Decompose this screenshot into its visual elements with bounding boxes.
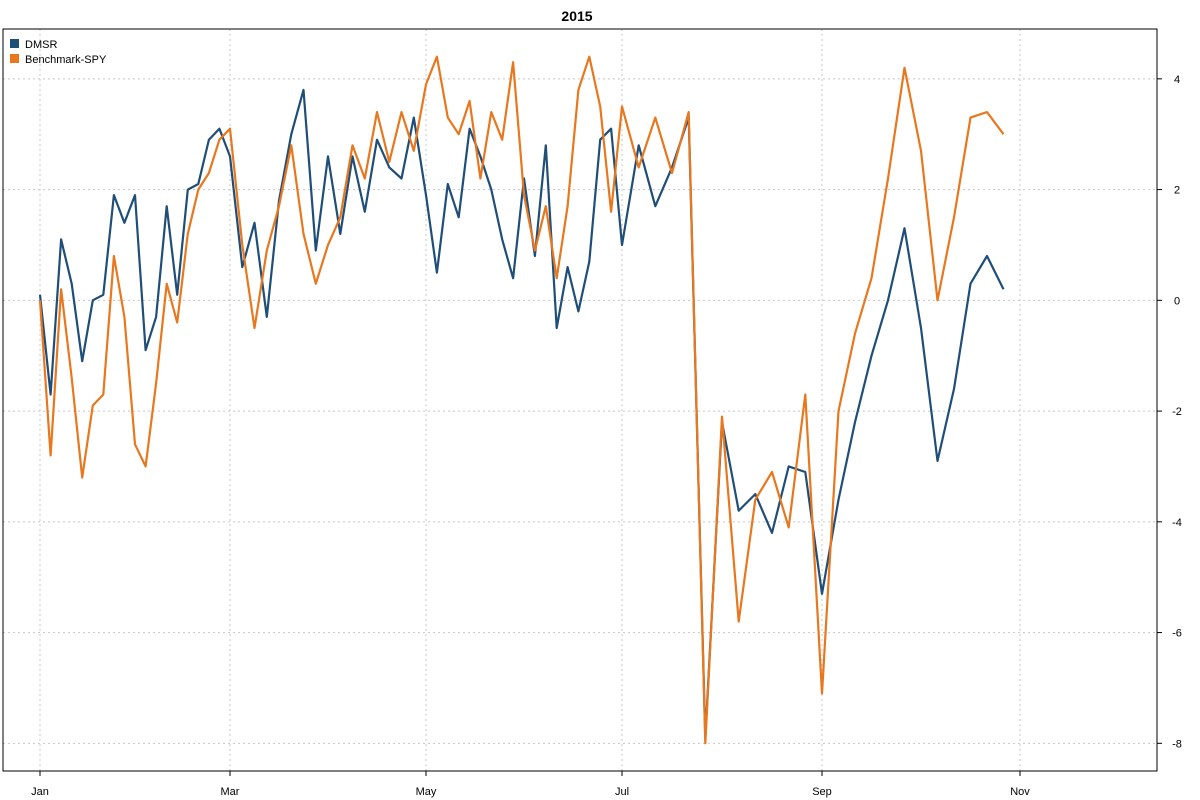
plot-frame <box>2 28 1158 772</box>
y-tick-label: 0 <box>1174 295 1180 307</box>
x-tick-label: May <box>416 786 437 798</box>
legend-label-benchmark-spy: Benchmark-SPY <box>25 54 107 66</box>
y-tick-label: -6 <box>1172 628 1182 640</box>
series-layer <box>38 55 1005 745</box>
y-tick-label: -4 <box>1172 517 1182 529</box>
x-tick-label: Jan <box>31 786 49 798</box>
y-tick-label: 4 <box>1174 74 1180 86</box>
y-axis: 4 2 0 -2 -4 -6 -8 <box>1157 74 1182 750</box>
legend-swatch-dmsr <box>10 39 19 48</box>
x-axis: Jan Mar May Jul Sep Nov <box>31 771 1030 798</box>
series-line-dmsr <box>38 88 1005 739</box>
x-tick-label: Jul <box>615 786 629 798</box>
legend: DMSR Benchmark-SPY <box>10 39 107 66</box>
legend-label-dmsr: DMSR <box>25 39 57 51</box>
x-tick-label: Nov <box>1010 786 1030 798</box>
x-tick-label: Sep <box>812 786 832 798</box>
series-line-benchmark-spy <box>38 55 1005 745</box>
y-tick-label: -2 <box>1172 406 1182 418</box>
x-tick-label: Mar <box>221 786 240 798</box>
grid <box>3 29 1157 771</box>
y-tick-label: -8 <box>1172 738 1182 750</box>
y-tick-label: 2 <box>1174 185 1180 197</box>
legend-swatch-benchmark-spy <box>10 54 19 63</box>
chart-title: 2015 <box>561 8 592 24</box>
